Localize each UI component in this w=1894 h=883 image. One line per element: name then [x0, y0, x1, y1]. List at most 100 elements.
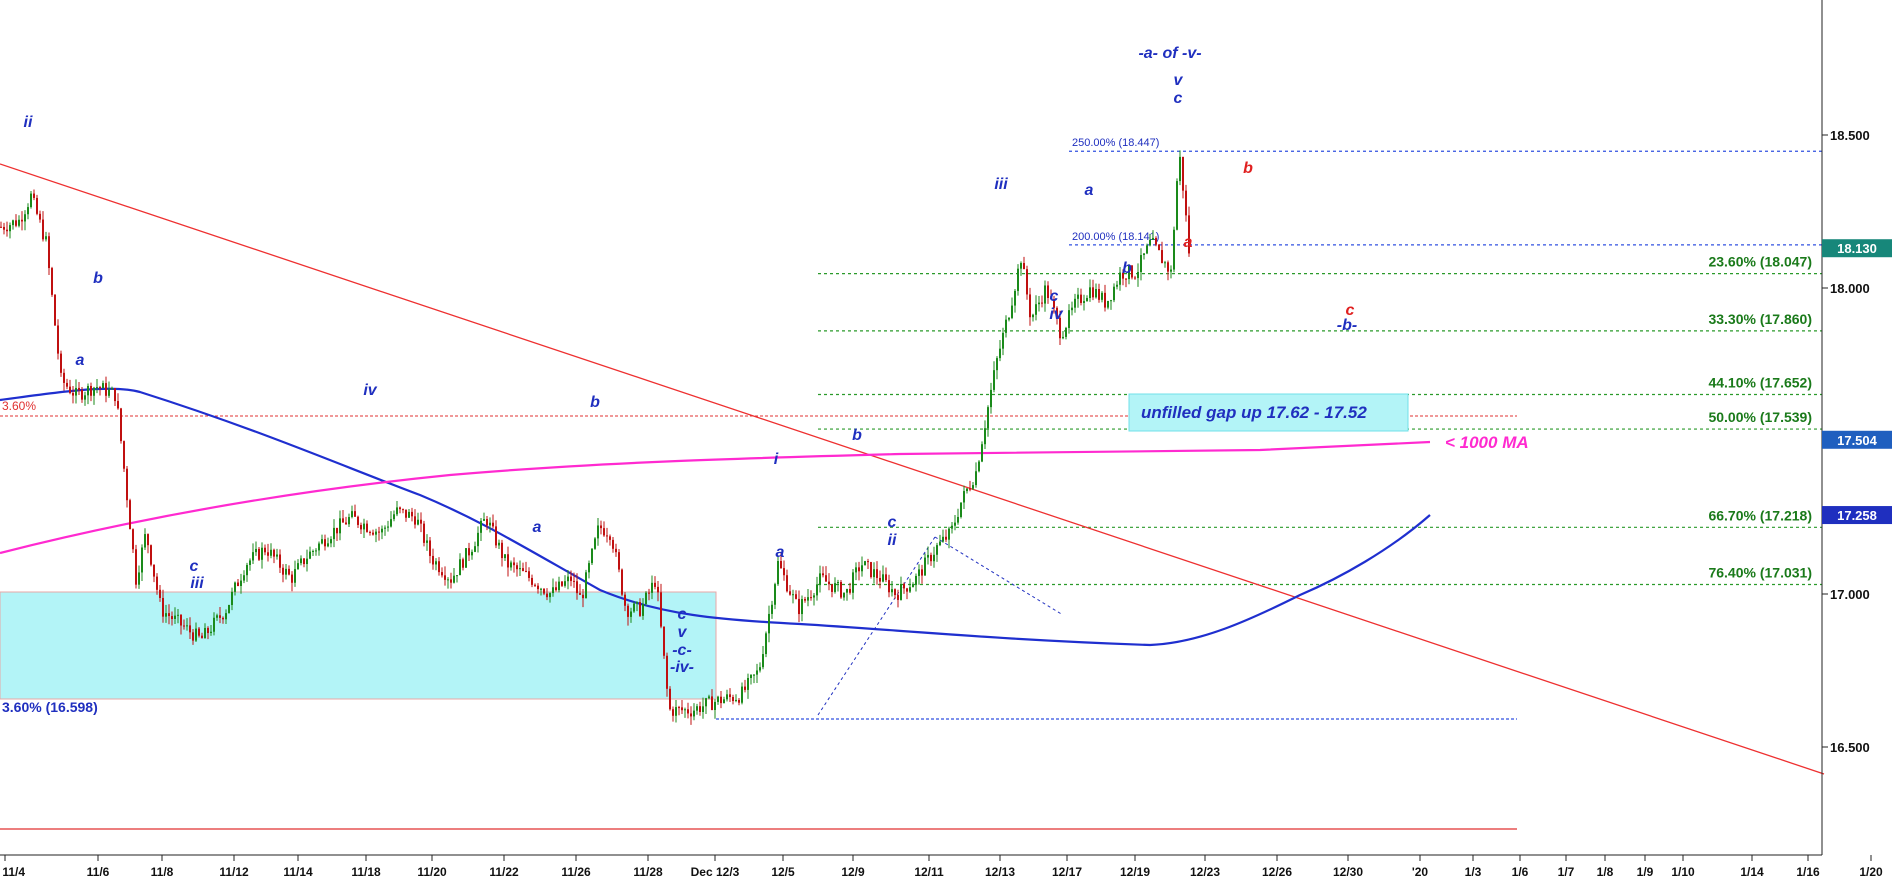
candle-body	[396, 507, 398, 515]
candle-body	[471, 551, 473, 556]
candle-body	[543, 588, 545, 594]
candle-body	[876, 569, 878, 578]
candle-body	[1107, 300, 1109, 308]
candle-body	[1110, 300, 1112, 302]
candle-body	[558, 581, 560, 591]
candle-body	[915, 575, 917, 585]
candle-body	[468, 548, 470, 556]
price-tag-label: 17.504	[1837, 433, 1878, 448]
candle-body	[1077, 294, 1079, 299]
candle-body	[486, 519, 488, 526]
y-tick-label: 17.000	[1830, 587, 1870, 602]
candle-body	[738, 699, 740, 703]
candle-body	[378, 531, 380, 533]
wave-label: a	[1085, 182, 1094, 199]
candle-body	[300, 558, 302, 564]
candle-body	[1023, 263, 1025, 270]
candle-body	[1122, 272, 1124, 279]
candle-body	[432, 555, 434, 565]
y-axis-ticks: 16.500 17.000 18.000 18.500	[1822, 128, 1870, 755]
candle-body	[78, 387, 80, 390]
candle-body	[1083, 301, 1085, 303]
candle-body	[30, 193, 32, 208]
candle-body	[306, 558, 308, 565]
candle-body	[666, 655, 668, 689]
candle-body	[1089, 287, 1091, 299]
y-tick-label: 16.500	[1830, 740, 1870, 755]
candle-body	[342, 518, 344, 523]
candle-body	[234, 582, 236, 592]
candle-body	[711, 696, 713, 710]
candle-body	[717, 696, 719, 702]
candle-body	[132, 529, 134, 550]
candle-body	[900, 583, 902, 600]
candle-body	[39, 213, 41, 220]
candle-body	[246, 565, 248, 576]
candle-body	[96, 387, 98, 389]
candle-body	[480, 520, 482, 533]
candle-body	[204, 627, 206, 639]
candle-body	[264, 547, 266, 553]
moving-average-1000	[0, 440, 1431, 555]
candle-body	[288, 568, 290, 575]
candle-body	[642, 604, 644, 616]
candle-body	[114, 388, 116, 402]
candle-body	[687, 709, 689, 714]
candle-body	[207, 627, 209, 634]
candle-body	[651, 582, 653, 593]
candle-body	[1104, 292, 1106, 308]
candle-body	[1098, 289, 1100, 300]
candle-body	[996, 358, 998, 371]
fib-level-label: 66.70% (17.218)	[1708, 507, 1812, 523]
candle-body	[90, 385, 92, 396]
candle-body	[810, 597, 812, 599]
candle-body	[12, 220, 14, 226]
candle-body	[249, 560, 251, 566]
candle-body	[846, 588, 848, 593]
candle-body	[597, 525, 599, 539]
candle-body	[657, 586, 659, 593]
candle-body	[702, 706, 704, 712]
candle-body	[612, 539, 614, 549]
candle-body	[171, 616, 173, 620]
left-level-label-lower: 3.60% (16.598)	[2, 699, 98, 715]
candle-body	[834, 583, 836, 592]
x-tick-label: 1/10	[1671, 865, 1695, 879]
candle-body	[720, 696, 722, 704]
candle-body	[63, 372, 65, 383]
candle-body	[867, 561, 869, 563]
candle-body	[864, 561, 866, 566]
ma-label: < 1000 MA	[1445, 433, 1529, 452]
candle-body	[1002, 332, 1004, 349]
candle-body	[960, 502, 962, 517]
candle-body	[894, 589, 896, 596]
candle-body	[315, 550, 317, 552]
candle-body	[822, 573, 824, 576]
candle-body	[153, 564, 155, 577]
candle-body	[1152, 237, 1154, 241]
candle-body	[429, 540, 431, 556]
candle-body	[357, 516, 359, 525]
wave-label: iii	[994, 176, 1008, 193]
candle-body	[570, 576, 572, 581]
candle-body	[3, 226, 5, 230]
candle-body	[1113, 286, 1115, 301]
candle-body	[1041, 302, 1043, 304]
candle-body	[84, 395, 86, 400]
fib-level-label: 76.40% (17.031)	[1708, 565, 1812, 581]
candle-body	[732, 697, 734, 701]
candle-body	[540, 588, 542, 590]
candle-body	[771, 604, 773, 614]
candle-body	[714, 701, 716, 710]
candle-body	[768, 613, 770, 634]
wave-label: a	[776, 544, 785, 561]
candle-body	[1149, 240, 1151, 246]
x-tick-label: 1/6	[1512, 865, 1529, 879]
candle-body	[135, 549, 137, 585]
candle-body	[198, 628, 200, 636]
candle-body	[51, 268, 53, 295]
candle-body	[828, 581, 830, 585]
candle-body	[0, 226, 2, 228]
candle-body	[978, 461, 980, 472]
